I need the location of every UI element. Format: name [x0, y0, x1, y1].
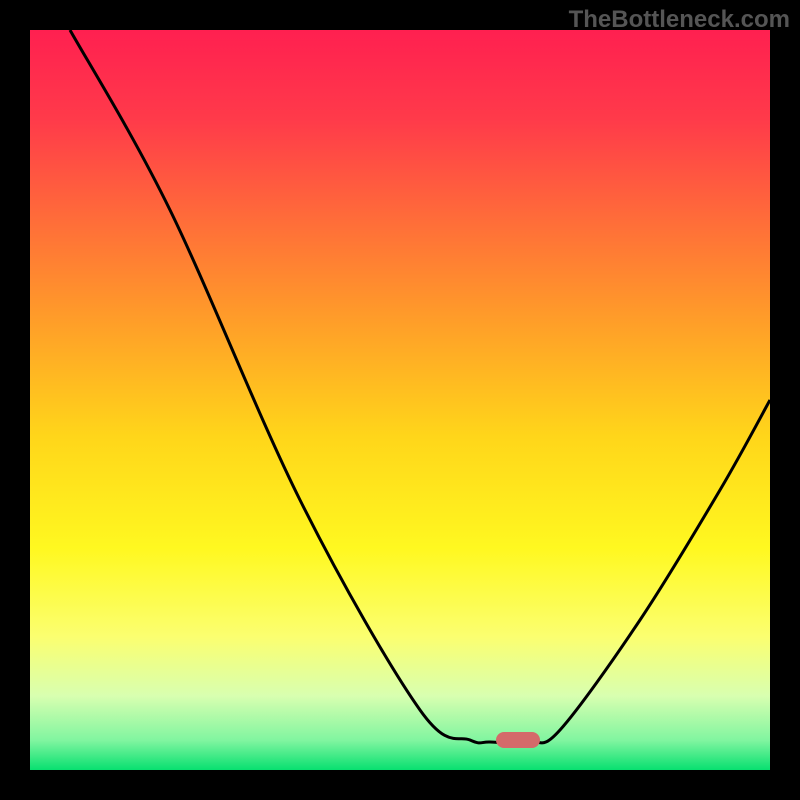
- bottleneck-chart: [0, 0, 800, 800]
- chart-container: TheBottleneck.com: [0, 0, 800, 800]
- optimal-marker: [496, 732, 540, 748]
- plot-background: [30, 30, 770, 770]
- watermark-text: TheBottleneck.com: [569, 6, 790, 34]
